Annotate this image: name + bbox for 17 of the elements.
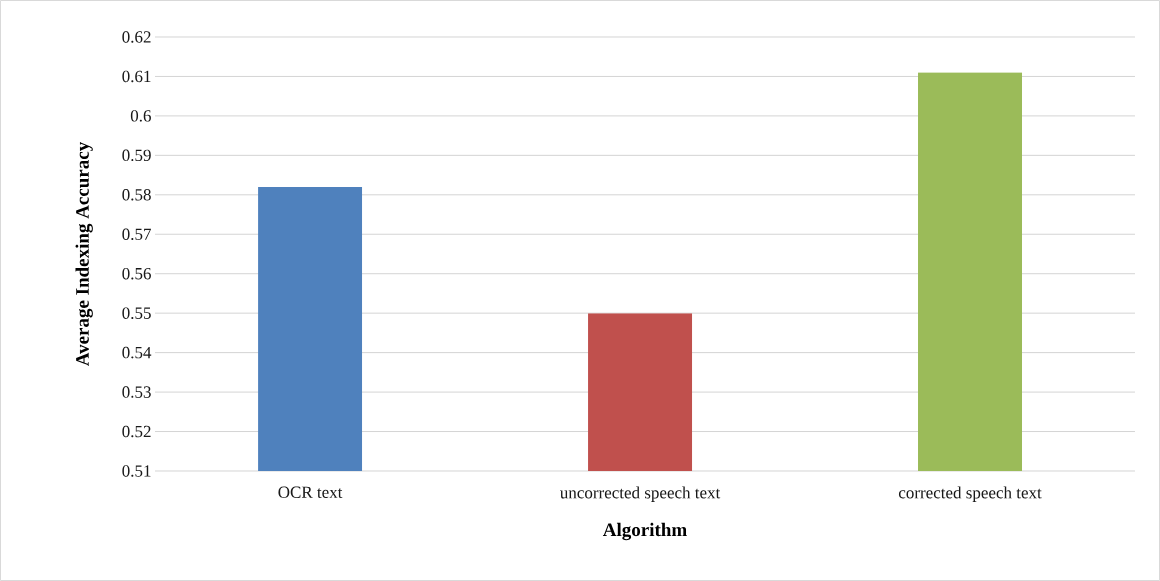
y-tick-label: 0.53 (122, 386, 151, 398)
y-tick-label: 0.52 (122, 425, 151, 438)
y-axis-title: Average Indexing Accuracy (75, 141, 93, 367)
y-tick-label: 0.59 (122, 149, 151, 162)
y-tick-label: 0.54 (122, 346, 152, 359)
y-tick-label: 0.62 (122, 31, 151, 43)
x-tick-label: corrected speech text (898, 486, 1042, 502)
y-tick-label: 0.55 (122, 307, 151, 319)
y-tick-label: 0.51 (122, 465, 151, 477)
y-tick-label: 0.6 (130, 110, 151, 122)
x-tick-label: OCR text (278, 486, 343, 498)
x-tick-label: uncorrected speech text (560, 486, 721, 502)
x-axis-title: Algorithm (602, 522, 687, 541)
y-tick-label: 0.61 (122, 70, 151, 83)
y-tick-label: 0.56 (122, 267, 151, 280)
y-tick-label: 0.57 (122, 228, 151, 241)
y-tick-label: 0.58 (122, 189, 151, 201)
